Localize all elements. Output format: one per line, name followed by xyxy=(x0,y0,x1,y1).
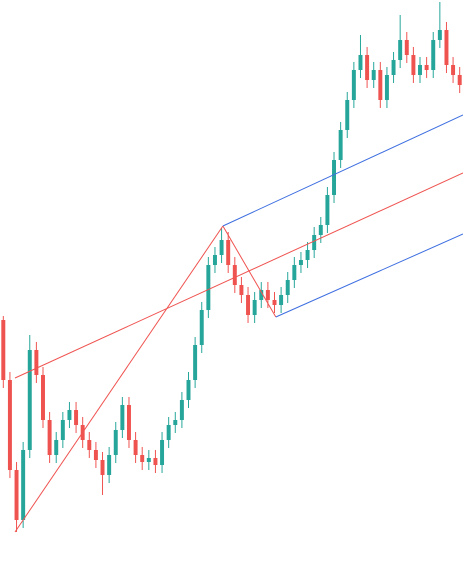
candle-body xyxy=(93,450,98,460)
candle-body xyxy=(60,420,65,440)
candle-body xyxy=(67,410,72,420)
candle-body xyxy=(1,320,6,380)
candle-body xyxy=(325,195,330,225)
candle-body xyxy=(259,290,264,300)
candle-body xyxy=(285,280,290,295)
candle-body xyxy=(345,100,350,130)
candle-body xyxy=(378,70,383,100)
candle-body xyxy=(146,458,151,462)
candle-body xyxy=(298,260,303,265)
pitchfork-line xyxy=(14,172,463,379)
candle-body xyxy=(411,55,416,75)
candle-body xyxy=(74,410,79,425)
candle-body xyxy=(451,65,456,75)
candle-body xyxy=(338,130,343,160)
candle-body xyxy=(226,240,231,265)
candle-body xyxy=(272,300,277,305)
candle-body xyxy=(292,265,297,280)
candle-body xyxy=(365,55,370,80)
candle-body xyxy=(371,70,376,80)
candle-body xyxy=(173,420,178,425)
candle-body xyxy=(7,380,12,470)
candle-body xyxy=(384,75,389,100)
candle-body xyxy=(444,30,449,65)
candle-body xyxy=(133,440,138,455)
candle-body xyxy=(318,225,323,235)
candle-body xyxy=(54,440,59,455)
candle-body xyxy=(199,310,204,345)
candle-body xyxy=(265,290,270,300)
candle-body xyxy=(206,265,211,310)
candle-body xyxy=(418,65,422,75)
candle-body xyxy=(179,400,184,420)
candle-body xyxy=(21,450,26,520)
candle-body xyxy=(34,350,39,375)
candle-body xyxy=(126,405,131,440)
candle-body xyxy=(332,160,337,195)
candle-body xyxy=(14,470,19,520)
candle-body xyxy=(398,40,403,60)
candle-body xyxy=(431,40,436,70)
candle-body xyxy=(246,295,251,315)
pitchfork-line xyxy=(222,114,463,227)
candle-body xyxy=(160,440,165,465)
candle-body xyxy=(140,455,145,462)
candle-body xyxy=(41,375,45,420)
candle-body xyxy=(193,345,198,380)
candle-body xyxy=(358,55,363,70)
candle-body xyxy=(351,70,356,100)
candle-body xyxy=(113,430,118,455)
candle-body xyxy=(239,285,244,295)
candle-body xyxy=(457,75,462,85)
candle-body xyxy=(391,60,396,75)
candle-body xyxy=(252,300,257,315)
candle-body xyxy=(279,295,284,305)
candle-body xyxy=(186,380,191,400)
candle-body xyxy=(312,235,317,250)
candle-body xyxy=(437,30,442,40)
candle-body xyxy=(424,65,429,70)
candle-body xyxy=(232,265,237,285)
candle-body xyxy=(107,455,112,475)
candle-body xyxy=(100,460,105,475)
candle-body xyxy=(27,350,32,450)
candle-body xyxy=(219,240,224,255)
candle-body xyxy=(153,458,158,465)
candle-body xyxy=(166,425,171,440)
candle-body xyxy=(47,420,52,455)
candle-body xyxy=(87,440,92,450)
candle-body xyxy=(404,40,409,55)
pitchfork-line xyxy=(14,225,224,533)
pitchfork-line xyxy=(275,233,463,318)
candle-body xyxy=(212,255,217,265)
candle-body xyxy=(120,405,125,430)
candle-body xyxy=(305,250,310,260)
pitchfork-line xyxy=(222,225,277,318)
